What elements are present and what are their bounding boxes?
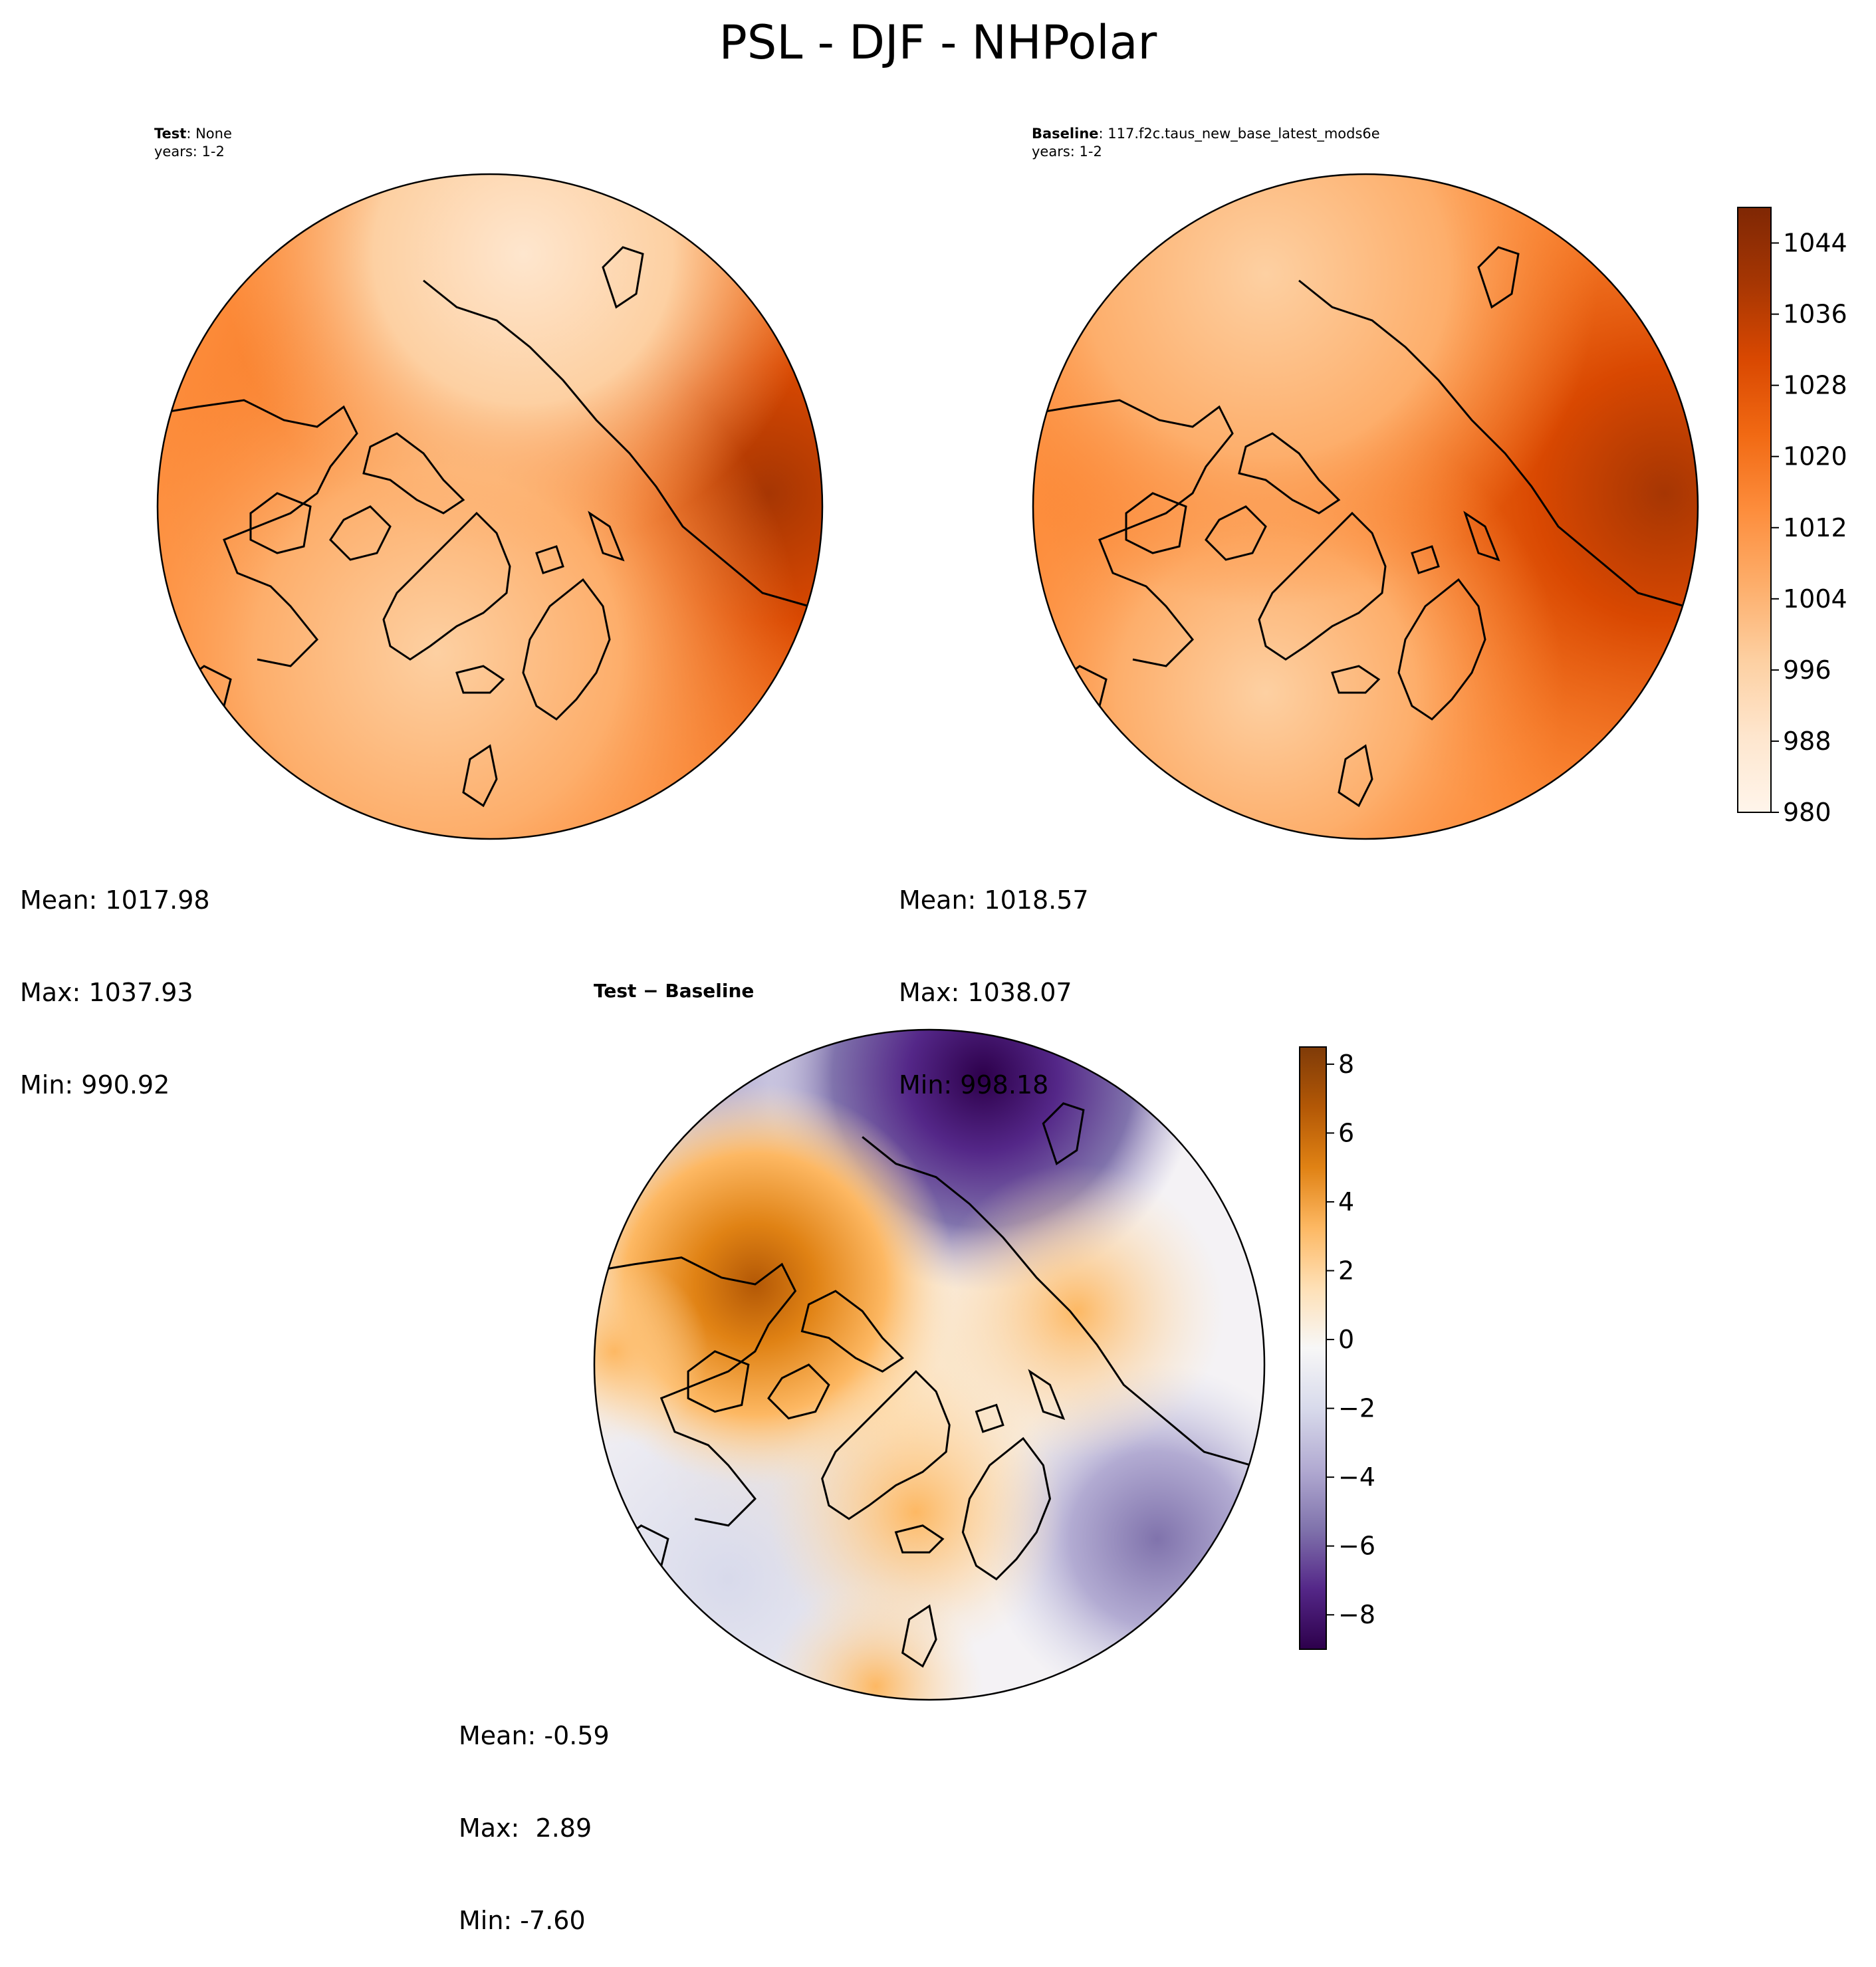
baseline-label-value: : 117.f2c.taus_new_base_latest_mods6e <box>1098 126 1380 142</box>
diff-colorbar-tick-label: 2 <box>1338 1256 1354 1286</box>
psl-colorbar-tick-label: 1004 <box>1783 584 1847 614</box>
psl-colorbar-tick-label: 1044 <box>1783 229 1847 258</box>
test-min: Min: 990.92 <box>20 1070 170 1099</box>
diff-min: Min: -7.60 <box>459 1905 586 1935</box>
difference-map <box>593 1028 1266 1701</box>
test-label-bold: Test <box>154 126 187 142</box>
diff-colorbar-tick-label: 4 <box>1338 1187 1354 1216</box>
diff-max: Max: 2.89 <box>459 1813 592 1843</box>
psl-colorbar-tick-label: 1028 <box>1783 371 1847 400</box>
psl-colorbar-ticks: 980 988 996 1004 1012 1020 1028 1036 1044 <box>1771 229 1847 827</box>
baseline-label-bold: Baseline <box>1032 126 1099 142</box>
diff-colorbar-tick-label: 6 <box>1338 1118 1354 1147</box>
test-mean: Mean: 1017.98 <box>20 885 210 915</box>
test-panel-title: Test: None years: 1-2 <box>154 125 232 162</box>
baseline-map-aleutian-low <box>1033 174 1698 839</box>
diff-panel-title: Test − Baseline <box>594 979 754 1003</box>
diff-colorbar-tick-label: −2 <box>1338 1394 1375 1423</box>
diff-colorbar-tick-label: 8 <box>1338 1050 1354 1079</box>
baseline-stats: Mean: 1018.57 Max: 1038.07 Min: 998.18 <box>899 823 1089 1131</box>
diff-mean: Mean: -0.59 <box>459 1720 610 1750</box>
figure-canvas: 980 988 996 1004 1012 1020 1028 1036 1044 8 6 4 2 0 −… <box>156 173 1847 1701</box>
baseline-panel-title: Baseline: 117.f2c.taus_new_base_latest_m… <box>1032 125 1380 162</box>
psl-colorbar-tick-label: 996 <box>1783 655 1831 685</box>
psl-colorbar: 980 988 996 1004 1012 1020 1028 1036 1044 <box>1737 207 1847 827</box>
diff-map-positive-west <box>594 1030 1264 1700</box>
test-years: years: 1-2 <box>154 144 225 160</box>
diff-stats: Mean: -0.59 Max: 2.89 Min: -7.60 <box>459 1659 610 1967</box>
diff-label-bold: Test − Baseline <box>594 980 755 1002</box>
diff-colorbar-ticks: 8 6 4 2 0 −2 −4 −6 −8 <box>1326 1050 1375 1629</box>
baseline-min: Min: 998.18 <box>899 1070 1049 1099</box>
baseline-map <box>1032 173 1699 840</box>
test-map-border <box>156 173 824 840</box>
baseline-mean: Mean: 1018.57 <box>899 885 1089 915</box>
figure-title: PSL - DJF - NHPolar <box>719 15 1157 70</box>
psl-colorbar-tick-label: 980 <box>1783 798 1831 827</box>
baseline-max: Max: 1038.07 <box>899 977 1072 1007</box>
test-map-aleutian-low <box>158 174 822 839</box>
diff-map-border <box>593 1028 1266 1701</box>
psl-colorbar-tick-label: 988 <box>1783 727 1831 756</box>
diff-colorbar-tick-label: −4 <box>1338 1462 1375 1492</box>
test-map <box>156 173 824 840</box>
test-label-value: : None <box>186 126 232 142</box>
diff-colorbar-tick-label: −6 <box>1338 1532 1375 1561</box>
psl-colorbar-gradient <box>1737 207 1772 813</box>
baseline-years: years: 1-2 <box>1032 144 1102 160</box>
psl-colorbar-tick-label: 1036 <box>1783 300 1847 329</box>
diff-colorbar-tick-label: 0 <box>1338 1325 1354 1354</box>
baseline-map-border <box>1032 173 1699 840</box>
diff-colorbar-gradient <box>1299 1046 1327 1650</box>
psl-colorbar-tick-label: 1012 <box>1783 513 1847 542</box>
diff-colorbar: 8 6 4 2 0 −2 −4 −6 −8 <box>1299 1046 1375 1650</box>
test-max: Max: 1037.93 <box>20 977 193 1007</box>
psl-colorbar-tick-label: 1020 <box>1783 442 1847 471</box>
diff-colorbar-tick-label: −8 <box>1338 1600 1375 1629</box>
test-stats: Mean: 1017.98 Max: 1037.93 Min: 990.92 <box>20 823 210 1131</box>
